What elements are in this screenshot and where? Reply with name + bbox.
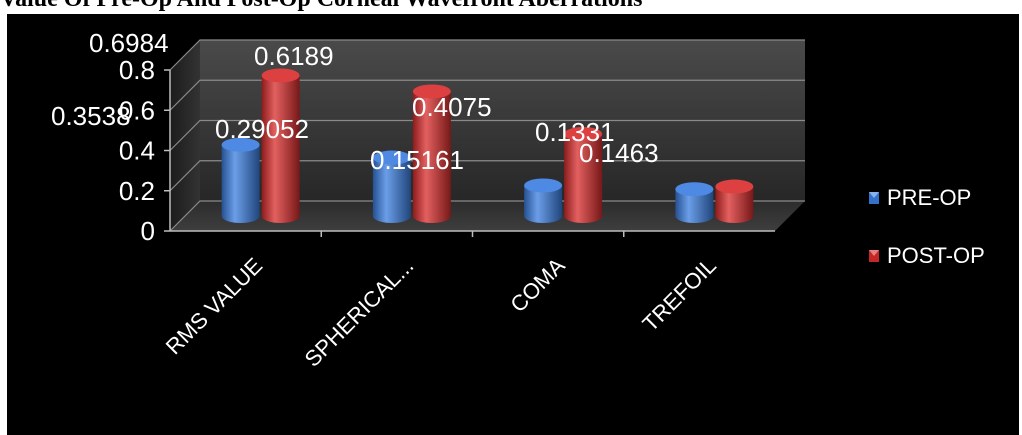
bar-body (261, 75, 300, 224)
bar-post-op (261, 68, 300, 224)
bar-post-op (564, 126, 603, 223)
bar-body (412, 91, 451, 223)
y-tick-label: 0.4 (119, 136, 155, 166)
data-label: 0.6984 (89, 28, 169, 58)
page-title: Value Of Pre-Op And Post-Op Corneal Wave… (0, 0, 1022, 11)
legend-label: POST-OP (887, 243, 985, 268)
bar-pre-op (675, 182, 714, 223)
y-tick-label: 0.2 (119, 176, 155, 206)
legend-item-post-op: POST-OP (869, 243, 985, 268)
data-label: 0.4075 (412, 92, 492, 122)
data-label: 0.6189 (254, 41, 334, 71)
gridline (169, 119, 805, 151)
bar-top (675, 182, 714, 197)
bar-pre-op (221, 137, 260, 223)
bar-pre-op (372, 150, 411, 223)
y-tick-label: 0 (141, 216, 155, 246)
bar-top (372, 150, 411, 165)
legend-label: PRE-OP (887, 185, 971, 210)
bar-top (564, 126, 603, 141)
chart-floor (170, 201, 805, 231)
chart: 0 0.2 0.4 0.6 0.8 0.3538 0.6984 RMS VALUE 0.2905… (51, 28, 985, 372)
bar-top (261, 68, 300, 83)
bar-body (675, 189, 714, 223)
legend-swatch-top (869, 250, 879, 256)
bar-top (524, 178, 563, 193)
data-label: 0.1331 (535, 117, 615, 147)
bar-top (221, 137, 260, 152)
data-label: 0.29052 (215, 114, 309, 144)
bar-body (564, 133, 603, 223)
x-tick-label: SPHERICAL... (300, 253, 419, 372)
x-tick-label: COMA (505, 253, 570, 318)
x-tick-label: TREFOIL (638, 253, 721, 336)
bar-body (524, 185, 563, 223)
bar-body (221, 144, 260, 223)
bar-pre-op (524, 178, 563, 223)
bar-post-op (412, 84, 451, 223)
gridline (169, 160, 805, 192)
gridline (169, 79, 805, 111)
bar-top (412, 84, 451, 99)
legend-swatch-top (869, 192, 879, 198)
data-label: 0.3538 (51, 101, 131, 131)
y-tick-label: 0.6 (119, 95, 155, 125)
bar-body (372, 157, 411, 223)
y-tick-label: 0.8 (119, 55, 155, 85)
gridline (169, 200, 805, 232)
bar-body (715, 186, 754, 223)
bar-top (715, 179, 754, 194)
data-label: 0.1463 (579, 138, 659, 168)
gridline (169, 39, 805, 71)
x-tick-label: RMS VALUE (161, 253, 267, 359)
legend-item-pre-op: PRE-OP (869, 185, 971, 210)
chart-panel: 0 0.2 0.4 0.6 0.8 0.3538 0.6984 RMS VALUE 0.2905… (7, 14, 1019, 435)
bar-post-op (715, 179, 754, 223)
data-label: 0.15161 (370, 145, 464, 175)
